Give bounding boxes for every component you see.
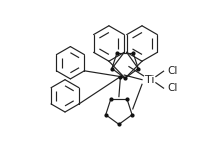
Text: Cl: Cl <box>167 83 178 93</box>
Text: Cl: Cl <box>167 66 178 76</box>
Text: Ti: Ti <box>145 75 154 85</box>
